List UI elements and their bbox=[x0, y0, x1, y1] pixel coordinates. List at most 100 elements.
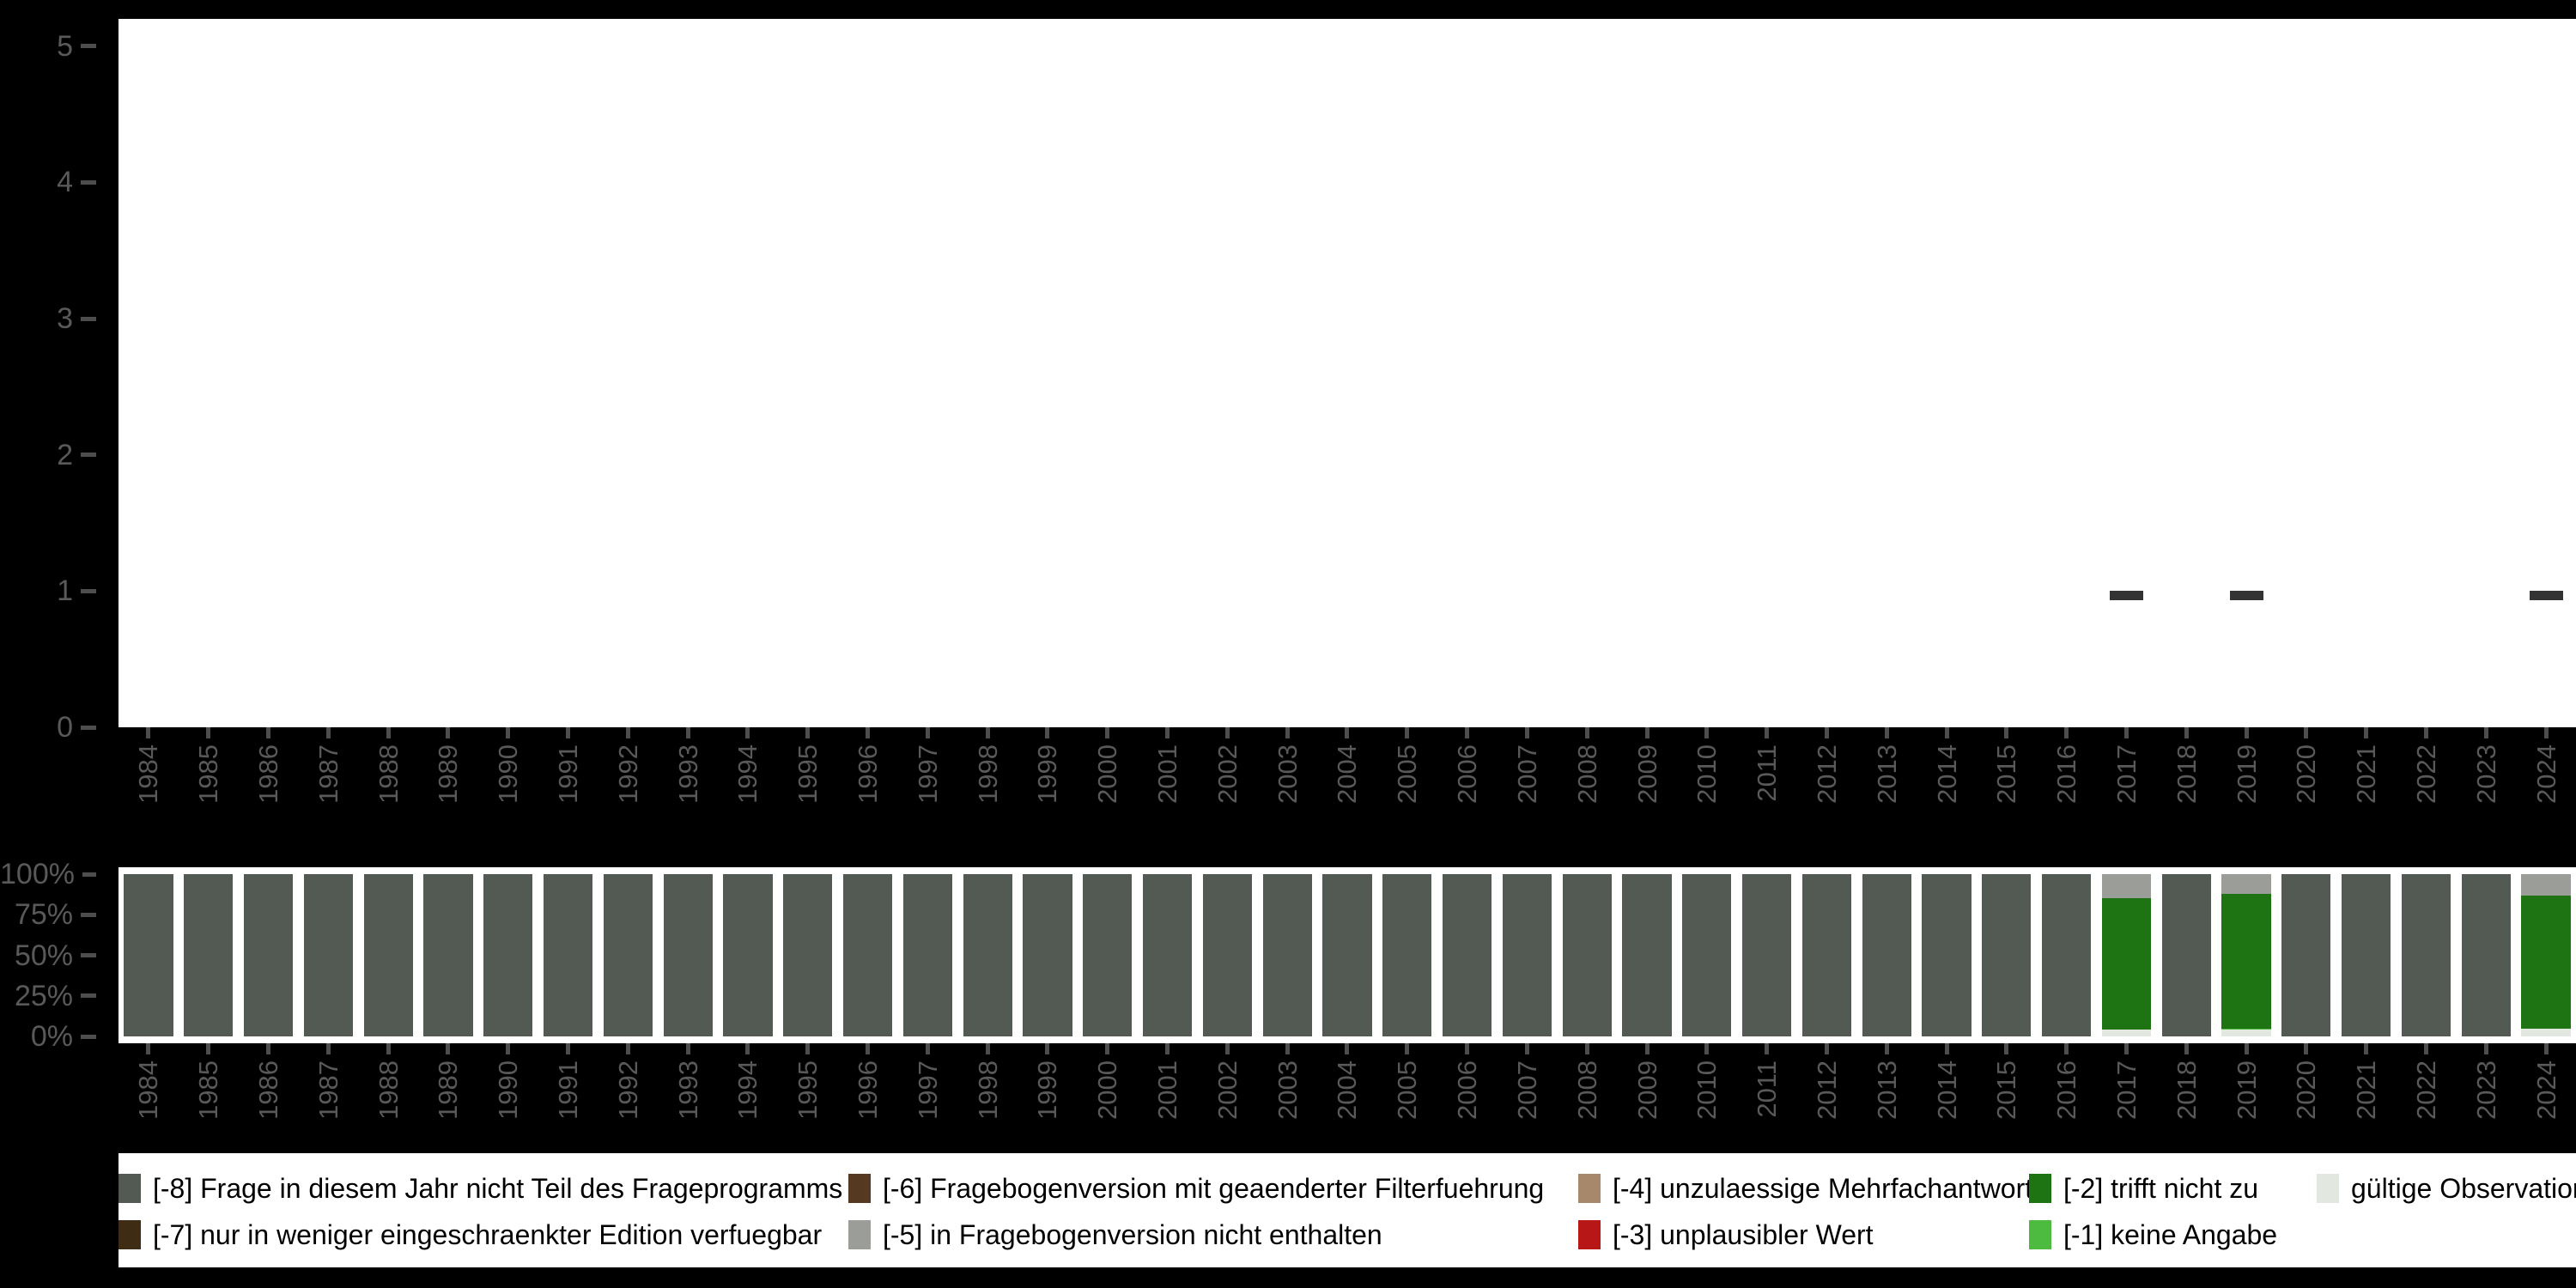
percentage-stack-bar bbox=[1382, 874, 1432, 1036]
percentage-x-tick-mark bbox=[2184, 1043, 2189, 1054]
counts-x-tick: 2005 bbox=[1377, 727, 1437, 837]
counts-x-tick-mark bbox=[146, 727, 151, 738]
counts-y-tick-mark bbox=[81, 453, 96, 458]
counts-x-tick-mark bbox=[1944, 727, 1949, 738]
percentage-x-tick: 2004 bbox=[1317, 1043, 1377, 1151]
percentage-x-tick: 2019 bbox=[2216, 1043, 2276, 1151]
counts-x-tick-label: 2019 bbox=[2231, 744, 2262, 804]
percentage-stack-bar bbox=[543, 874, 593, 1036]
counts-x-tick: 2010 bbox=[1677, 727, 1737, 837]
legend-label-m5: [-5] in Fragebogenversion nicht enthalte… bbox=[883, 1219, 1382, 1250]
count-bar bbox=[2109, 591, 2143, 601]
percentage-x-tick-label: 2019 bbox=[2231, 1060, 2262, 1120]
counts-x-tick-label: 1991 bbox=[553, 744, 584, 804]
stack-segment-m8 bbox=[2161, 874, 2211, 1036]
counts-x-tick: 1994 bbox=[718, 727, 778, 837]
stack-segment-valid bbox=[2101, 1030, 2152, 1036]
percentage-x-tick-label: 1994 bbox=[732, 1060, 763, 1120]
percentage-stack-bar bbox=[2281, 874, 2331, 1036]
percentage-y-axis: 100% 75% 50% 25% 0% bbox=[0, 860, 96, 1051]
counts-x-tick: 2007 bbox=[1498, 727, 1558, 837]
stack-segment-m8 bbox=[1083, 874, 1133, 1036]
counts-y-tick-mark bbox=[81, 725, 96, 730]
legend-swatch-m6 bbox=[848, 1174, 871, 1203]
counts-y-tick-label: 4 bbox=[57, 166, 73, 199]
percentage-x-tick-label: 1995 bbox=[793, 1060, 823, 1120]
counts-x-tick-label: 2018 bbox=[2171, 744, 2202, 804]
percentage-x-tick-label: 1990 bbox=[493, 1060, 524, 1120]
percentage-y-tick-mark bbox=[81, 993, 96, 999]
counts-x-tick-mark bbox=[1405, 727, 1410, 738]
percentage-x-tick-label: 2009 bbox=[1631, 1060, 1662, 1120]
percentage-x-tick: 1995 bbox=[778, 1043, 838, 1151]
counts-x-tick-mark bbox=[266, 727, 270, 738]
percentage-y-tick-label: 75% bbox=[14, 898, 73, 932]
percentage-x-tick-mark bbox=[1644, 1043, 1649, 1054]
legend-item-valid[interactable]: gültige Observationen bbox=[2317, 1165, 2576, 1212]
percentage-x-tick-label: 1996 bbox=[853, 1060, 884, 1120]
percentage-y-tick-mark bbox=[81, 1034, 96, 1039]
percentage-x-tick: 2001 bbox=[1138, 1043, 1198, 1151]
percentage-stack-bar bbox=[1982, 874, 2032, 1036]
legend-label-valid: gültige Observationen bbox=[2351, 1173, 2576, 1204]
counts-y-tick-mark bbox=[81, 179, 96, 185]
stack-segment-m8 bbox=[1322, 874, 1372, 1036]
counts-x-tick-label: 2007 bbox=[1511, 744, 1542, 804]
counts-x-tick-label: 1985 bbox=[193, 744, 224, 804]
legend-item-m5[interactable]: [-5] in Fragebogenversion nicht enthalte… bbox=[848, 1212, 1382, 1258]
stack-segment-m8 bbox=[1142, 874, 1193, 1036]
counts-x-tick: 1988 bbox=[358, 727, 418, 837]
counts-x-tick: 2013 bbox=[1856, 727, 1917, 837]
stack-segment-m8 bbox=[1442, 874, 1492, 1036]
stack-segment-m8 bbox=[1801, 874, 1852, 1036]
legend-swatch-m4 bbox=[1578, 1174, 1601, 1203]
percentage-stack-bar bbox=[2521, 874, 2571, 1036]
counts-x-tick-mark bbox=[566, 727, 571, 738]
percentage-stack-bar bbox=[603, 874, 653, 1036]
counts-x-tick-mark bbox=[2543, 727, 2549, 738]
counts-x-tick: 1991 bbox=[538, 727, 598, 837]
counts-y-tick-label: 3 bbox=[57, 302, 73, 336]
percentage-x-tick-mark bbox=[866, 1043, 871, 1054]
stack-segment-m8 bbox=[1562, 874, 1612, 1036]
percentage-x-tick-mark bbox=[206, 1043, 211, 1054]
count-bar bbox=[2229, 591, 2263, 601]
counts-x-tick: 1999 bbox=[1018, 727, 1078, 837]
legend-item-m2[interactable]: [-2] trifft nicht zu bbox=[2029, 1165, 2258, 1212]
counts-x-tick-label: 2017 bbox=[2111, 744, 2142, 804]
percentage-y-tick-label: 50% bbox=[14, 939, 73, 972]
percentage-stack-bar bbox=[1922, 874, 1971, 1036]
percentage-stack-bar bbox=[2221, 874, 2271, 1036]
legend-label-m6: [-6] Fragebogenversion mit geaenderter F… bbox=[883, 1173, 1545, 1204]
percentage-x-tick-label: 2002 bbox=[1212, 1060, 1242, 1120]
counts-x-tick-label: 1992 bbox=[612, 744, 643, 804]
percentage-stack-bar bbox=[363, 874, 413, 1036]
percentage-x-tick: 1989 bbox=[418, 1043, 478, 1151]
percentage-x-tick-label: 1984 bbox=[133, 1060, 164, 1120]
stack-segment-m8 bbox=[2281, 874, 2331, 1036]
legend-item-m7[interactable]: [-7] nur in weniger eingeschraenkter Edi… bbox=[118, 1212, 822, 1258]
legend-item-m3[interactable]: [-3] unplausibler Wert bbox=[1578, 1212, 1874, 1258]
counts-x-axis: 1984 1985 1986 1987 1988 1989 1990 1991 1992 1993… bbox=[118, 727, 2576, 837]
percentage-x-tick: 2020 bbox=[2276, 1043, 2336, 1151]
counts-y-axis: 5 4 3 2 1 0 bbox=[0, 19, 96, 742]
legend-item-m4[interactable]: [-4] unzulaessige Mehrfachantwort bbox=[1578, 1165, 2032, 1212]
percentage-x-tick-label: 1993 bbox=[672, 1060, 703, 1120]
percentage-stack-bar bbox=[1502, 874, 1552, 1036]
counts-x-tick-mark bbox=[2304, 727, 2309, 738]
percentage-x-tick: 1990 bbox=[478, 1043, 538, 1151]
counts-x-tick: 2002 bbox=[1197, 727, 1257, 837]
legend-item-m8[interactable]: [-8] Frage in diesem Jahr nicht Teil des… bbox=[118, 1165, 842, 1212]
percentage-stack-bar bbox=[1622, 874, 1672, 1036]
percentage-x-tick-mark bbox=[1465, 1043, 1470, 1054]
legend-item-m6[interactable]: [-6] Fragebogenversion mit geaenderter F… bbox=[848, 1165, 1544, 1212]
percentage-x-tick: 1999 bbox=[1018, 1043, 1078, 1151]
legend-label-m4: [-4] unzulaessige Mehrfachantwort bbox=[1613, 1173, 2033, 1204]
counts-y-tick-label: 2 bbox=[57, 438, 73, 471]
counts-x-tick: 1993 bbox=[658, 727, 718, 837]
percentage-x-tick-label: 1987 bbox=[313, 1060, 343, 1120]
percentage-stack-bar bbox=[1322, 874, 1372, 1036]
legend-item-m1[interactable]: [-1] keine Angabe bbox=[2029, 1212, 2277, 1258]
counts-x-tick: 2024 bbox=[2516, 727, 2576, 837]
counts-x-tick-label: 2011 bbox=[1752, 744, 1783, 802]
